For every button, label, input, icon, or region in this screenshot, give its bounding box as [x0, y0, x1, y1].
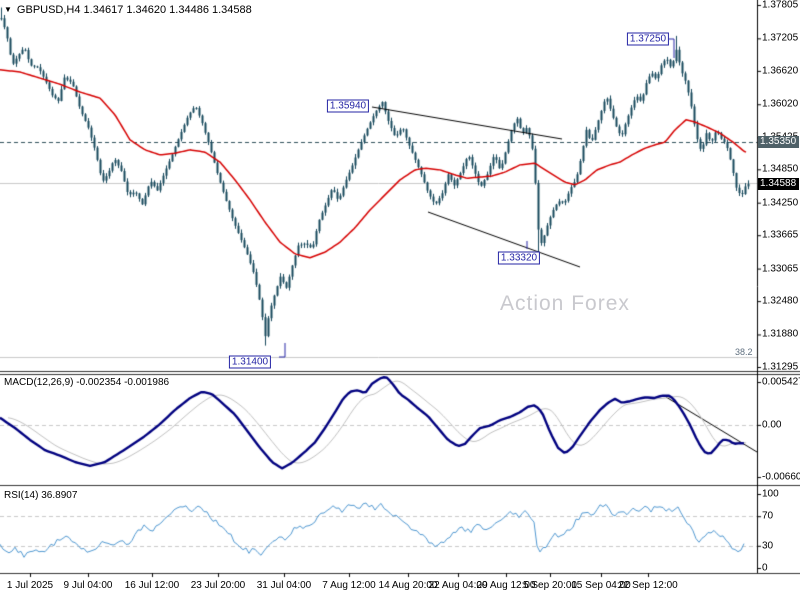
- price-tick-label: 1.36620: [762, 65, 799, 77]
- rsi-tick-label: 30: [762, 540, 774, 552]
- time-tick-label: 7 Aug 12:00: [322, 580, 376, 591]
- price-tick-label: 1.34850: [762, 163, 799, 175]
- time-tick-label: 9 Jul 04:00: [63, 580, 113, 591]
- time-tick-label: 1 Jul 2025: [6, 580, 54, 591]
- price-tick-label: 1.31295: [762, 361, 799, 373]
- current-price-badge: 1.34588: [758, 177, 800, 190]
- time-tick-label: 5 Sep 20:00: [523, 580, 577, 591]
- symbol-dropdown-icon: ▼: [4, 5, 12, 14]
- price-tick-label: 1.36020: [762, 98, 799, 110]
- price-tick-label: 1.32480: [762, 295, 799, 307]
- macd-indicator-label: MACD(12,26,9) -0.002354 -0.001986: [4, 377, 170, 388]
- time-tick-label: 16 Jul 12:00: [124, 580, 180, 591]
- rsi-tick-label: 100: [762, 488, 779, 500]
- time-tick-label: 23 Jul 20:00: [190, 580, 246, 591]
- time-tick-label: 14 Aug 20:00: [378, 580, 438, 591]
- time-tick-label: 29 Aug 12:00: [476, 580, 536, 591]
- rsi-indicator-label: RSI(14) 36.8907: [4, 490, 78, 501]
- symbol-ohlc-text: GBPUSD,H4 1.34617 1.34620 1.34486 1.3458…: [16, 4, 252, 16]
- price-tick-label: 1.31880: [762, 328, 799, 340]
- price-level-box[interactable]: 1.37250: [626, 32, 670, 46]
- price-tick-label: 1.33065: [762, 263, 799, 275]
- price-tick-label: 1.37805: [762, 0, 799, 11]
- time-tick-label: 31 Jul 04:00: [256, 580, 312, 591]
- rsi-tick-label: 0: [762, 562, 768, 574]
- price-level-box[interactable]: 1.31400: [228, 355, 272, 369]
- time-tick-label: 22 Sep 12:00: [618, 580, 678, 591]
- time-tick-label: 15 Sep 04:00: [571, 580, 631, 591]
- price-level-box[interactable]: 1.35940: [326, 99, 370, 113]
- rsi-tick-label: 70: [762, 510, 774, 522]
- macd-tick-label: 0.005427: [762, 376, 800, 388]
- price-tick-label: 1.34250: [762, 197, 799, 209]
- watermark: Action Forex: [500, 292, 630, 315]
- macd-tick-label: 0.00: [762, 419, 782, 431]
- symbol-title: ▼ GBPUSD,H4 1.34617 1.34620 1.34486 1.345…: [4, 4, 252, 16]
- level-price-badge: 1.35350: [758, 135, 800, 148]
- price-tick-label: 1.33665: [762, 229, 799, 241]
- price-level-box[interactable]: 1.33320: [497, 251, 541, 265]
- macd-tick-label: -0.006603: [762, 471, 800, 483]
- time-tick-label: 22 Aug 04:00: [428, 580, 488, 591]
- price-tick-label: 1.37205: [762, 32, 799, 44]
- fib-retracement-label: 38.2: [735, 347, 753, 357]
